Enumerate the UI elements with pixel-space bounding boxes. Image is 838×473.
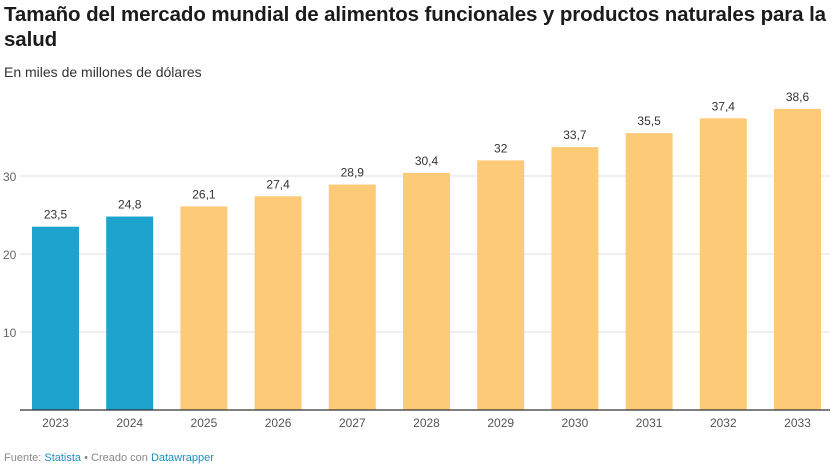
value-label: 32 bbox=[494, 141, 508, 155]
bar bbox=[254, 196, 302, 410]
x-tick-label: 2033 bbox=[784, 416, 811, 430]
chart-title: Tamaño del mercado mundial de alimentos … bbox=[4, 3, 826, 51]
x-tick-label: 2023 bbox=[42, 416, 69, 430]
bar-chart: 10203023,5202324,8202426,1202527,4202628… bbox=[3, 90, 830, 430]
value-label: 23,5 bbox=[44, 208, 68, 222]
x-tick-label: 2028 bbox=[413, 416, 440, 430]
bar bbox=[551, 147, 599, 410]
value-label: 27,4 bbox=[266, 177, 290, 191]
x-tick-label: 2031 bbox=[636, 416, 663, 430]
bar bbox=[32, 226, 79, 410]
value-label: 35,5 bbox=[637, 114, 661, 128]
x-tick-label: 2029 bbox=[487, 416, 514, 430]
bar bbox=[106, 216, 154, 410]
source-prefix: Fuente: bbox=[4, 452, 45, 464]
value-label: 38,6 bbox=[786, 90, 810, 104]
x-tick-label: 2025 bbox=[191, 416, 218, 430]
datawrapper-link[interactable]: Datawrapper bbox=[150, 452, 214, 464]
bar bbox=[699, 118, 747, 410]
x-tick-label: 2026 bbox=[265, 416, 292, 430]
chart-footer: Fuente: Statista • Creado con Datawrappe… bbox=[4, 452, 214, 464]
source-link[interactable]: Statista bbox=[44, 452, 82, 464]
x-tick-label: 2030 bbox=[562, 416, 589, 430]
value-label: 30,4 bbox=[415, 154, 439, 168]
bar bbox=[180, 206, 228, 410]
x-tick-label: 2032 bbox=[710, 416, 737, 430]
chart-subtitle: En miles de millones de dólares bbox=[4, 64, 202, 80]
value-label: 24,8 bbox=[118, 198, 142, 212]
x-tick-label: 2024 bbox=[116, 416, 143, 430]
y-tick-label: 10 bbox=[3, 326, 17, 340]
bar bbox=[477, 160, 525, 410]
bar bbox=[403, 172, 450, 410]
bar bbox=[328, 184, 376, 410]
x-tick-label: 2027 bbox=[339, 416, 366, 430]
created-with-text: • Creado con bbox=[81, 452, 151, 464]
value-label: 26,1 bbox=[192, 187, 216, 201]
y-tick-label: 20 bbox=[3, 248, 17, 262]
value-label: 33,7 bbox=[563, 128, 587, 142]
bar bbox=[774, 108, 821, 411]
y-tick-label: 30 bbox=[3, 170, 17, 184]
value-label: 28,9 bbox=[341, 166, 365, 180]
bar bbox=[625, 133, 673, 410]
value-label: 37,4 bbox=[712, 99, 736, 113]
